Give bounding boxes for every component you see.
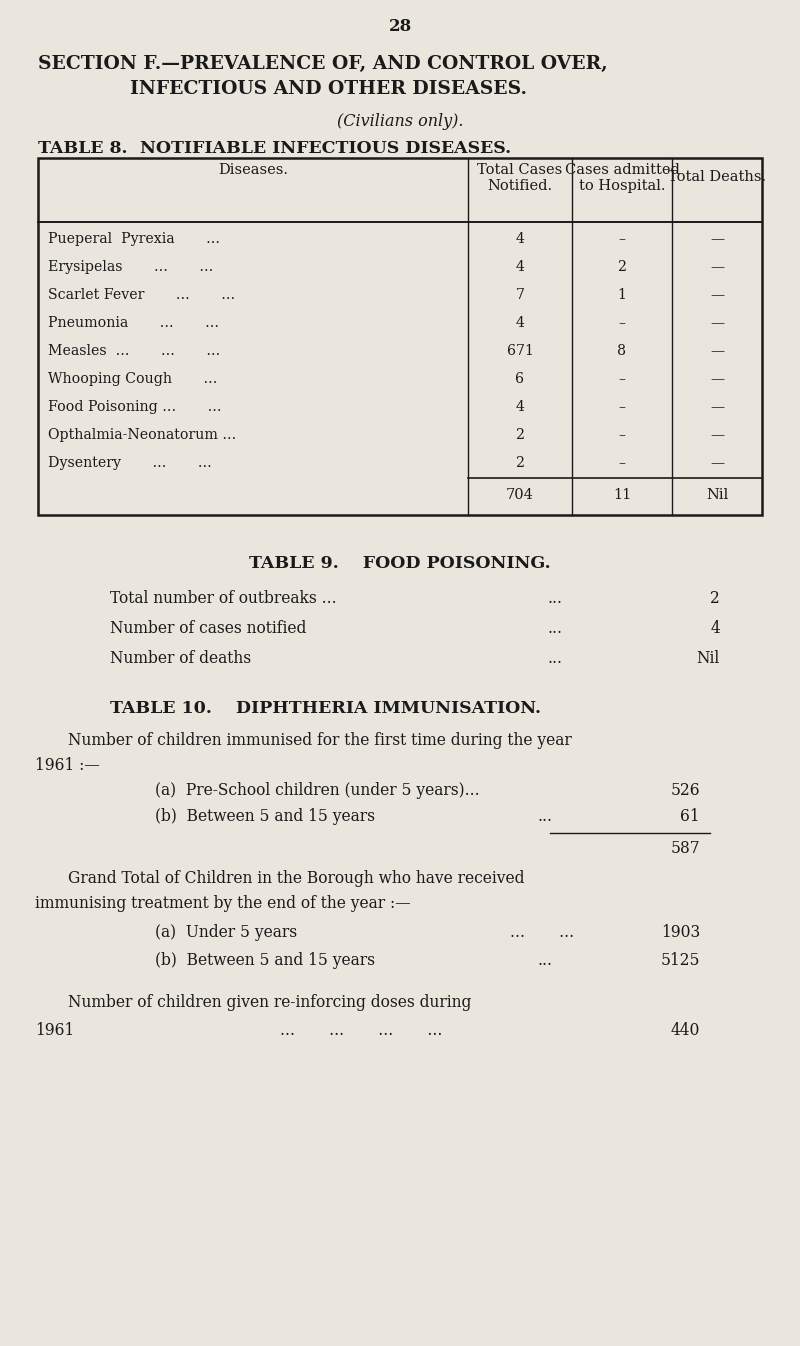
Text: 4: 4 bbox=[710, 621, 720, 637]
Text: (a)  Under 5 years: (a) Under 5 years bbox=[155, 923, 297, 941]
Text: Number of cases notified: Number of cases notified bbox=[110, 621, 306, 637]
Text: Nil: Nil bbox=[706, 489, 728, 502]
Text: –: – bbox=[618, 428, 626, 441]
Text: ...: ... bbox=[547, 621, 562, 637]
Text: Measles  ...       ...       ...: Measles ... ... ... bbox=[48, 345, 220, 358]
Text: Total Deaths.: Total Deaths. bbox=[668, 170, 766, 184]
Text: ...       ...: ... ... bbox=[510, 923, 574, 941]
Text: 4: 4 bbox=[515, 316, 525, 330]
Text: 11: 11 bbox=[613, 489, 631, 502]
Text: 2: 2 bbox=[515, 456, 525, 470]
Text: –: – bbox=[618, 400, 626, 415]
Text: INFECTIOUS AND OTHER DISEASES.: INFECTIOUS AND OTHER DISEASES. bbox=[130, 79, 527, 98]
Text: NOTIFIABLE INFECTIOUS DISEASES.: NOTIFIABLE INFECTIOUS DISEASES. bbox=[140, 140, 511, 157]
Text: TABLE 9.    FOOD POISONING.: TABLE 9. FOOD POISONING. bbox=[249, 555, 551, 572]
Text: Nil: Nil bbox=[697, 650, 720, 668]
Text: Grand Total of Children in the Borough who have received: Grand Total of Children in the Borough w… bbox=[68, 870, 525, 887]
Text: (Civilians only).: (Civilians only). bbox=[337, 113, 463, 131]
Text: Food Poisoning ...       ...: Food Poisoning ... ... bbox=[48, 400, 222, 415]
Text: 587: 587 bbox=[670, 840, 700, 857]
Text: 4: 4 bbox=[515, 232, 525, 246]
Text: 526: 526 bbox=[670, 782, 700, 800]
Text: 704: 704 bbox=[506, 489, 534, 502]
Text: –: – bbox=[618, 456, 626, 470]
Text: SECTION F.—PREVALENCE OF, AND CONTROL OVER,: SECTION F.—PREVALENCE OF, AND CONTROL OV… bbox=[38, 55, 608, 73]
Text: 5125: 5125 bbox=[661, 952, 700, 969]
Text: ...: ... bbox=[538, 808, 553, 825]
Text: (a)  Pre-School children (under 5 years)...: (a) Pre-School children (under 5 years).… bbox=[155, 782, 480, 800]
Text: Number of deaths: Number of deaths bbox=[110, 650, 251, 668]
Text: 4: 4 bbox=[515, 400, 525, 415]
Text: 671: 671 bbox=[506, 345, 534, 358]
Text: 4: 4 bbox=[515, 260, 525, 275]
Text: TABLE 10.    DIPHTHERIA IMMUNISATION.: TABLE 10. DIPHTHERIA IMMUNISATION. bbox=[110, 700, 541, 717]
Text: ...       ...       ...       ...: ... ... ... ... bbox=[280, 1022, 442, 1039]
Text: Dysentery       ...       ...: Dysentery ... ... bbox=[48, 456, 212, 470]
Text: —: — bbox=[710, 345, 724, 358]
Text: —: — bbox=[710, 232, 724, 246]
Text: 440: 440 bbox=[670, 1022, 700, 1039]
Text: (b)  Between 5 and 15 years: (b) Between 5 and 15 years bbox=[155, 952, 375, 969]
Text: Pneumonia       ...       ...: Pneumonia ... ... bbox=[48, 316, 219, 330]
Text: —: — bbox=[710, 371, 724, 386]
Text: –: – bbox=[618, 371, 626, 386]
Text: Pueperal  Pyrexia       ...: Pueperal Pyrexia ... bbox=[48, 232, 220, 246]
Text: 6: 6 bbox=[515, 371, 525, 386]
Text: 2: 2 bbox=[618, 260, 626, 275]
Text: —: — bbox=[710, 288, 724, 302]
Text: Total Cases
Notified.: Total Cases Notified. bbox=[478, 163, 562, 194]
Text: 1961: 1961 bbox=[35, 1022, 74, 1039]
Text: 1903: 1903 bbox=[661, 923, 700, 941]
Bar bbox=[38, 157, 762, 516]
Text: TABLE 8.: TABLE 8. bbox=[38, 140, 127, 157]
Text: 2: 2 bbox=[515, 428, 525, 441]
Text: 7: 7 bbox=[515, 288, 525, 302]
Text: ...: ... bbox=[547, 590, 562, 607]
Text: Whooping Cough       ...: Whooping Cough ... bbox=[48, 371, 218, 386]
Text: —: — bbox=[710, 400, 724, 415]
Text: Scarlet Fever       ...       ...: Scarlet Fever ... ... bbox=[48, 288, 235, 302]
Text: 1: 1 bbox=[618, 288, 626, 302]
Text: 28: 28 bbox=[388, 17, 412, 35]
Text: —: — bbox=[710, 260, 724, 275]
Text: 1961 :—: 1961 :— bbox=[35, 756, 100, 774]
Text: —: — bbox=[710, 456, 724, 470]
Text: Total number of outbreaks ...: Total number of outbreaks ... bbox=[110, 590, 337, 607]
Text: 8: 8 bbox=[618, 345, 626, 358]
Text: Number of children immunised for the first time during the year: Number of children immunised for the fir… bbox=[68, 732, 572, 748]
Text: Diseases.: Diseases. bbox=[218, 163, 288, 178]
Text: (b)  Between 5 and 15 years: (b) Between 5 and 15 years bbox=[155, 808, 375, 825]
Text: Number of children given re-inforcing doses during: Number of children given re-inforcing do… bbox=[68, 993, 471, 1011]
Text: ...: ... bbox=[547, 650, 562, 668]
Text: –: – bbox=[618, 232, 626, 246]
Text: 61: 61 bbox=[680, 808, 700, 825]
Text: —: — bbox=[710, 316, 724, 330]
Text: ...: ... bbox=[538, 952, 553, 969]
Text: 2: 2 bbox=[710, 590, 720, 607]
Text: Erysipelas       ...       ...: Erysipelas ... ... bbox=[48, 260, 214, 275]
Text: –: – bbox=[618, 316, 626, 330]
Text: Cases admitted
to Hospital.: Cases admitted to Hospital. bbox=[565, 163, 679, 194]
Text: —: — bbox=[710, 428, 724, 441]
Text: immunising treatment by the end of the year :—: immunising treatment by the end of the y… bbox=[35, 895, 410, 913]
Text: Opthalmia-Neonatorum ...: Opthalmia-Neonatorum ... bbox=[48, 428, 236, 441]
